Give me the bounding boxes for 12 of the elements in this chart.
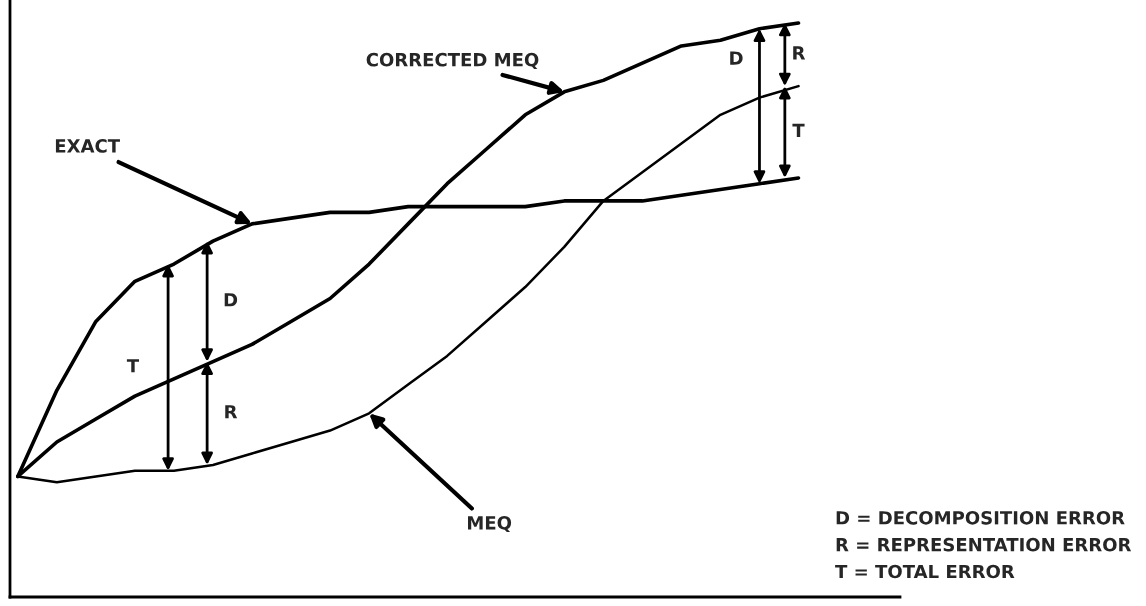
- series-label: CORRECTED MEQ: [366, 52, 539, 69]
- text: EXACT: [55, 139, 120, 153]
- annotation: D: [730, 51, 743, 65]
- text: MEQ: [468, 516, 512, 533]
- text: D = DECOMPOSITION ERROR: [836, 510, 1125, 525]
- annotation: R: [225, 405, 238, 419]
- annotation: D: [224, 293, 238, 307]
- text: R = REPRESENTATION ERROR: [836, 537, 1132, 552]
- text: T = TOTAL ERROR: [835, 564, 1015, 579]
- annotation: T: [126, 359, 140, 373]
- annotation: T: [792, 123, 805, 138]
- annotation: R: [793, 46, 806, 60]
